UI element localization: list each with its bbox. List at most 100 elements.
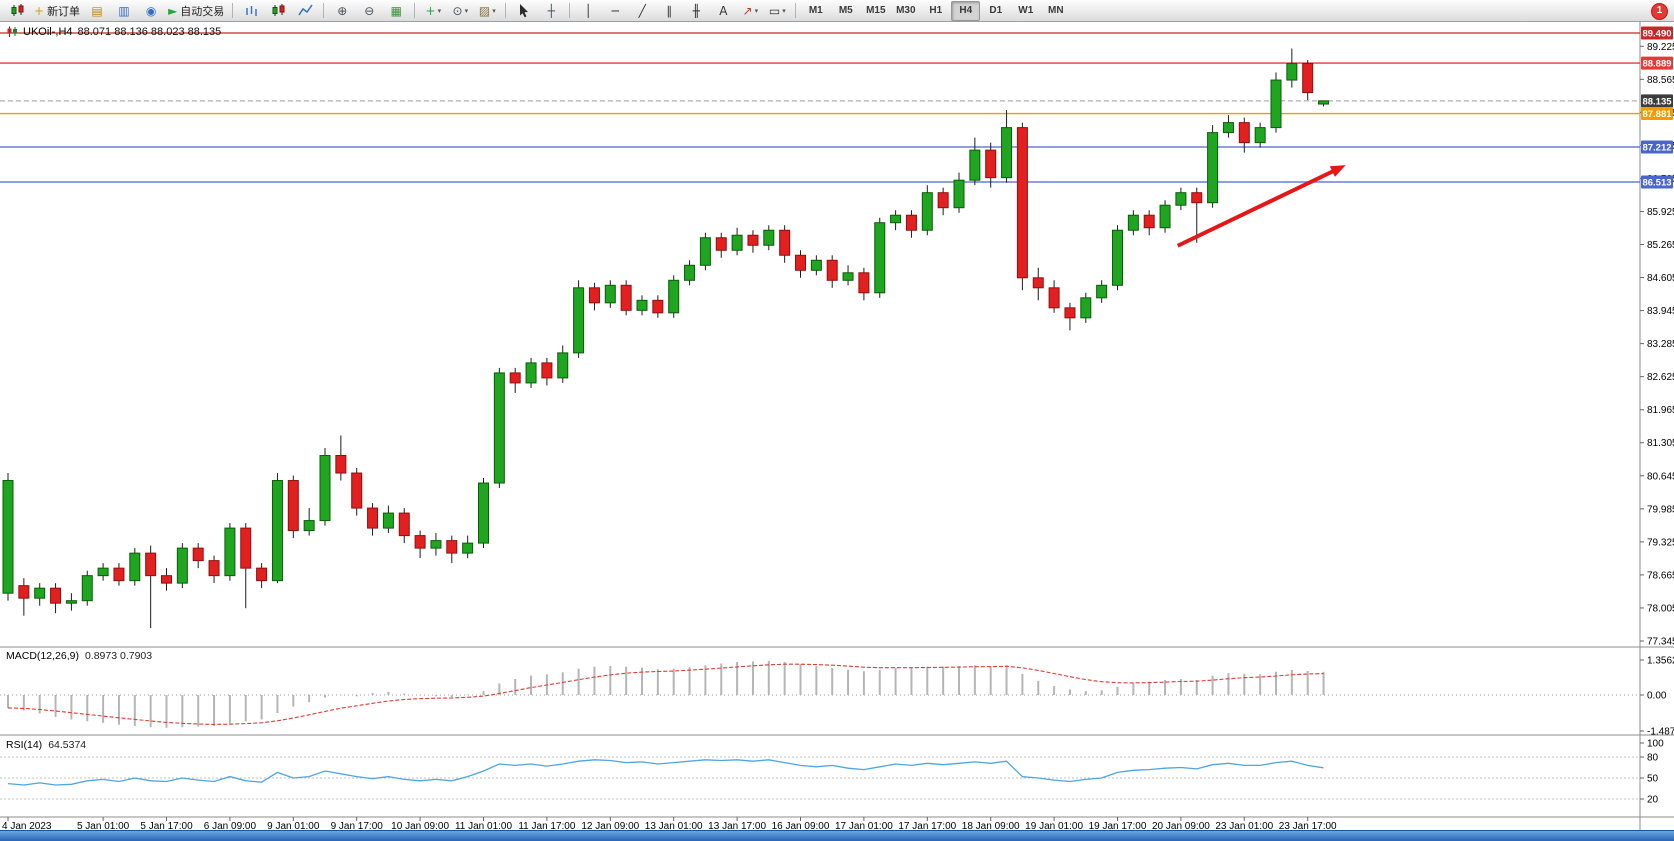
resistance-upper-badge-label: 89.490 [1642, 29, 1671, 40]
candle [1080, 297, 1092, 319]
navigator-button[interactable]: ◉ [138, 1, 164, 21]
candle [430, 540, 442, 549]
candle [684, 264, 696, 281]
candle [858, 272, 870, 294]
candle [176, 547, 188, 584]
candle [985, 149, 997, 179]
time-axis-label: 12 Jan 09:00 [581, 821, 639, 832]
market-watch-icon: ▥ [118, 3, 130, 18]
new-order-button[interactable]: + 新订单 [31, 1, 83, 21]
channel-button[interactable]: ∥ [656, 1, 682, 21]
arrows-button[interactable]: ↗ ▾ [737, 1, 763, 21]
macd-axis-label: 1.3562 [1647, 655, 1674, 666]
candle [1191, 192, 1203, 204]
chevron-down-icon: ▾ [754, 6, 759, 15]
macd-title: MACD(12,26,9) [6, 650, 79, 662]
macd-values: 0.8973 0.7903 [84, 650, 153, 662]
shapes-icon: ▭ [768, 3, 781, 18]
candle [303, 520, 315, 532]
trendline-button[interactable]: ╱ [629, 1, 655, 21]
candle [1064, 307, 1076, 319]
chart-candles-button[interactable] [265, 1, 291, 21]
tile-windows-button[interactable]: ▦ [383, 1, 409, 21]
vertical-line-button[interactable]: │ [575, 1, 601, 21]
toolbar-group-cursor: ┼ [511, 1, 564, 21]
time-axis-label: 4 Jan 2023 [2, 821, 52, 832]
candle [1175, 192, 1187, 206]
notification-badge[interactable]: 1 [1651, 3, 1668, 20]
horizontal-line-button[interactable]: ─ [602, 1, 628, 21]
rsi-indicator-label: RSI(14) 64.5374 [6, 739, 86, 751]
market-watch-button[interactable]: ▥ [111, 1, 137, 21]
time-axis-label: 16 Jan 09:00 [772, 821, 830, 832]
trend-arrow-line[interactable] [1176, 166, 1340, 248]
crosshair-icon: ┼ [547, 3, 555, 18]
crosshair-button[interactable]: ┼ [538, 1, 564, 21]
macd-axis-label: 0.00 [1647, 691, 1667, 702]
fibonacci-button[interactable]: ╫ [683, 1, 709, 21]
trend-arrow-head[interactable] [1329, 165, 1346, 177]
candle [795, 254, 806, 271]
timeframe-w1-button[interactable]: W1 [1018, 5, 1034, 16]
candle [604, 284, 616, 304]
shapes-button[interactable]: ▭ ▾ [764, 1, 790, 21]
toolbar-group-zoom: ⊕ ⊖ ▦ [329, 1, 409, 21]
indicators-button[interactable]: + ▾ [420, 1, 446, 21]
chart-mini-icon [6, 26, 18, 38]
candle [97, 567, 109, 577]
auto-trading-button[interactable]: ► 自动交易 [165, 1, 227, 21]
candle [1318, 100, 1330, 105]
templates-button[interactable]: ▨ ▾ [474, 1, 500, 21]
candle [557, 352, 569, 379]
chart-bars-button[interactable] [238, 1, 264, 21]
chart-bars-icon [244, 3, 259, 18]
candle [493, 372, 505, 484]
new-order-icon: + [34, 3, 45, 18]
candle [763, 229, 775, 246]
auto-trading-button-label: 自动交易 [180, 4, 225, 18]
candle [335, 455, 347, 474]
horizontal-scrollbar[interactable] [0, 830, 1674, 841]
auto-trading-icon: ► [168, 3, 178, 18]
channel-icon: ∥ [666, 3, 673, 18]
indicators-icon: + [425, 3, 436, 18]
zoom-out-button[interactable]: ⊖ [356, 1, 382, 21]
new-chart-button[interactable] [4, 1, 30, 21]
candle [1270, 79, 1282, 129]
candle [271, 480, 283, 582]
text-button[interactable]: A [710, 1, 736, 21]
timeframe-m1-button[interactable]: M1 [808, 5, 823, 16]
toolbar-separator [323, 3, 325, 18]
price-axis-label: 78.665 [1647, 570, 1674, 581]
timeframe-h4-button[interactable]: H4 [951, 0, 981, 21]
rsi-axis-label: 50 [1647, 774, 1659, 785]
candle [890, 214, 902, 224]
rsi-axis-label: 100 [1647, 739, 1664, 750]
profiles-button[interactable]: ▤ [84, 1, 110, 21]
price-axis-label: 83.945 [1647, 306, 1674, 317]
timeframe-h1-button[interactable]: H1 [929, 5, 943, 16]
timeframe-d1-button[interactable]: D1 [989, 5, 1003, 16]
cursor-button[interactable] [511, 1, 537, 21]
timeframe-m30-button[interactable]: M30 [896, 5, 916, 16]
chart-line-button[interactable] [292, 1, 318, 21]
price-axis-label: 89.225 [1647, 42, 1674, 53]
arrows-icon: ↗ [742, 3, 753, 18]
macd-signal-line [7, 663, 1324, 725]
time-axis-label: 11 Jan 01:00 [455, 821, 513, 832]
candle [620, 284, 632, 311]
time-axis-label: 19 Jan 01:00 [1025, 821, 1083, 832]
profiles-icon: ▤ [91, 3, 103, 18]
zoom-in-button[interactable]: ⊕ [329, 1, 355, 21]
candle [145, 552, 157, 577]
timeframe-mn-button[interactable]: MN [1048, 5, 1064, 16]
price-axis-label: 85.925 [1647, 207, 1674, 218]
horizontal-line-icon: ─ [611, 3, 619, 18]
rsi-title: RSI(14) [6, 739, 43, 751]
periods-button[interactable]: ⊙ ▾ [447, 1, 473, 21]
candle [129, 552, 141, 582]
timeframe-m15-button[interactable]: M15 [866, 5, 886, 16]
timeframe-m5-button[interactable]: M5 [838, 5, 853, 16]
candle [953, 179, 965, 209]
